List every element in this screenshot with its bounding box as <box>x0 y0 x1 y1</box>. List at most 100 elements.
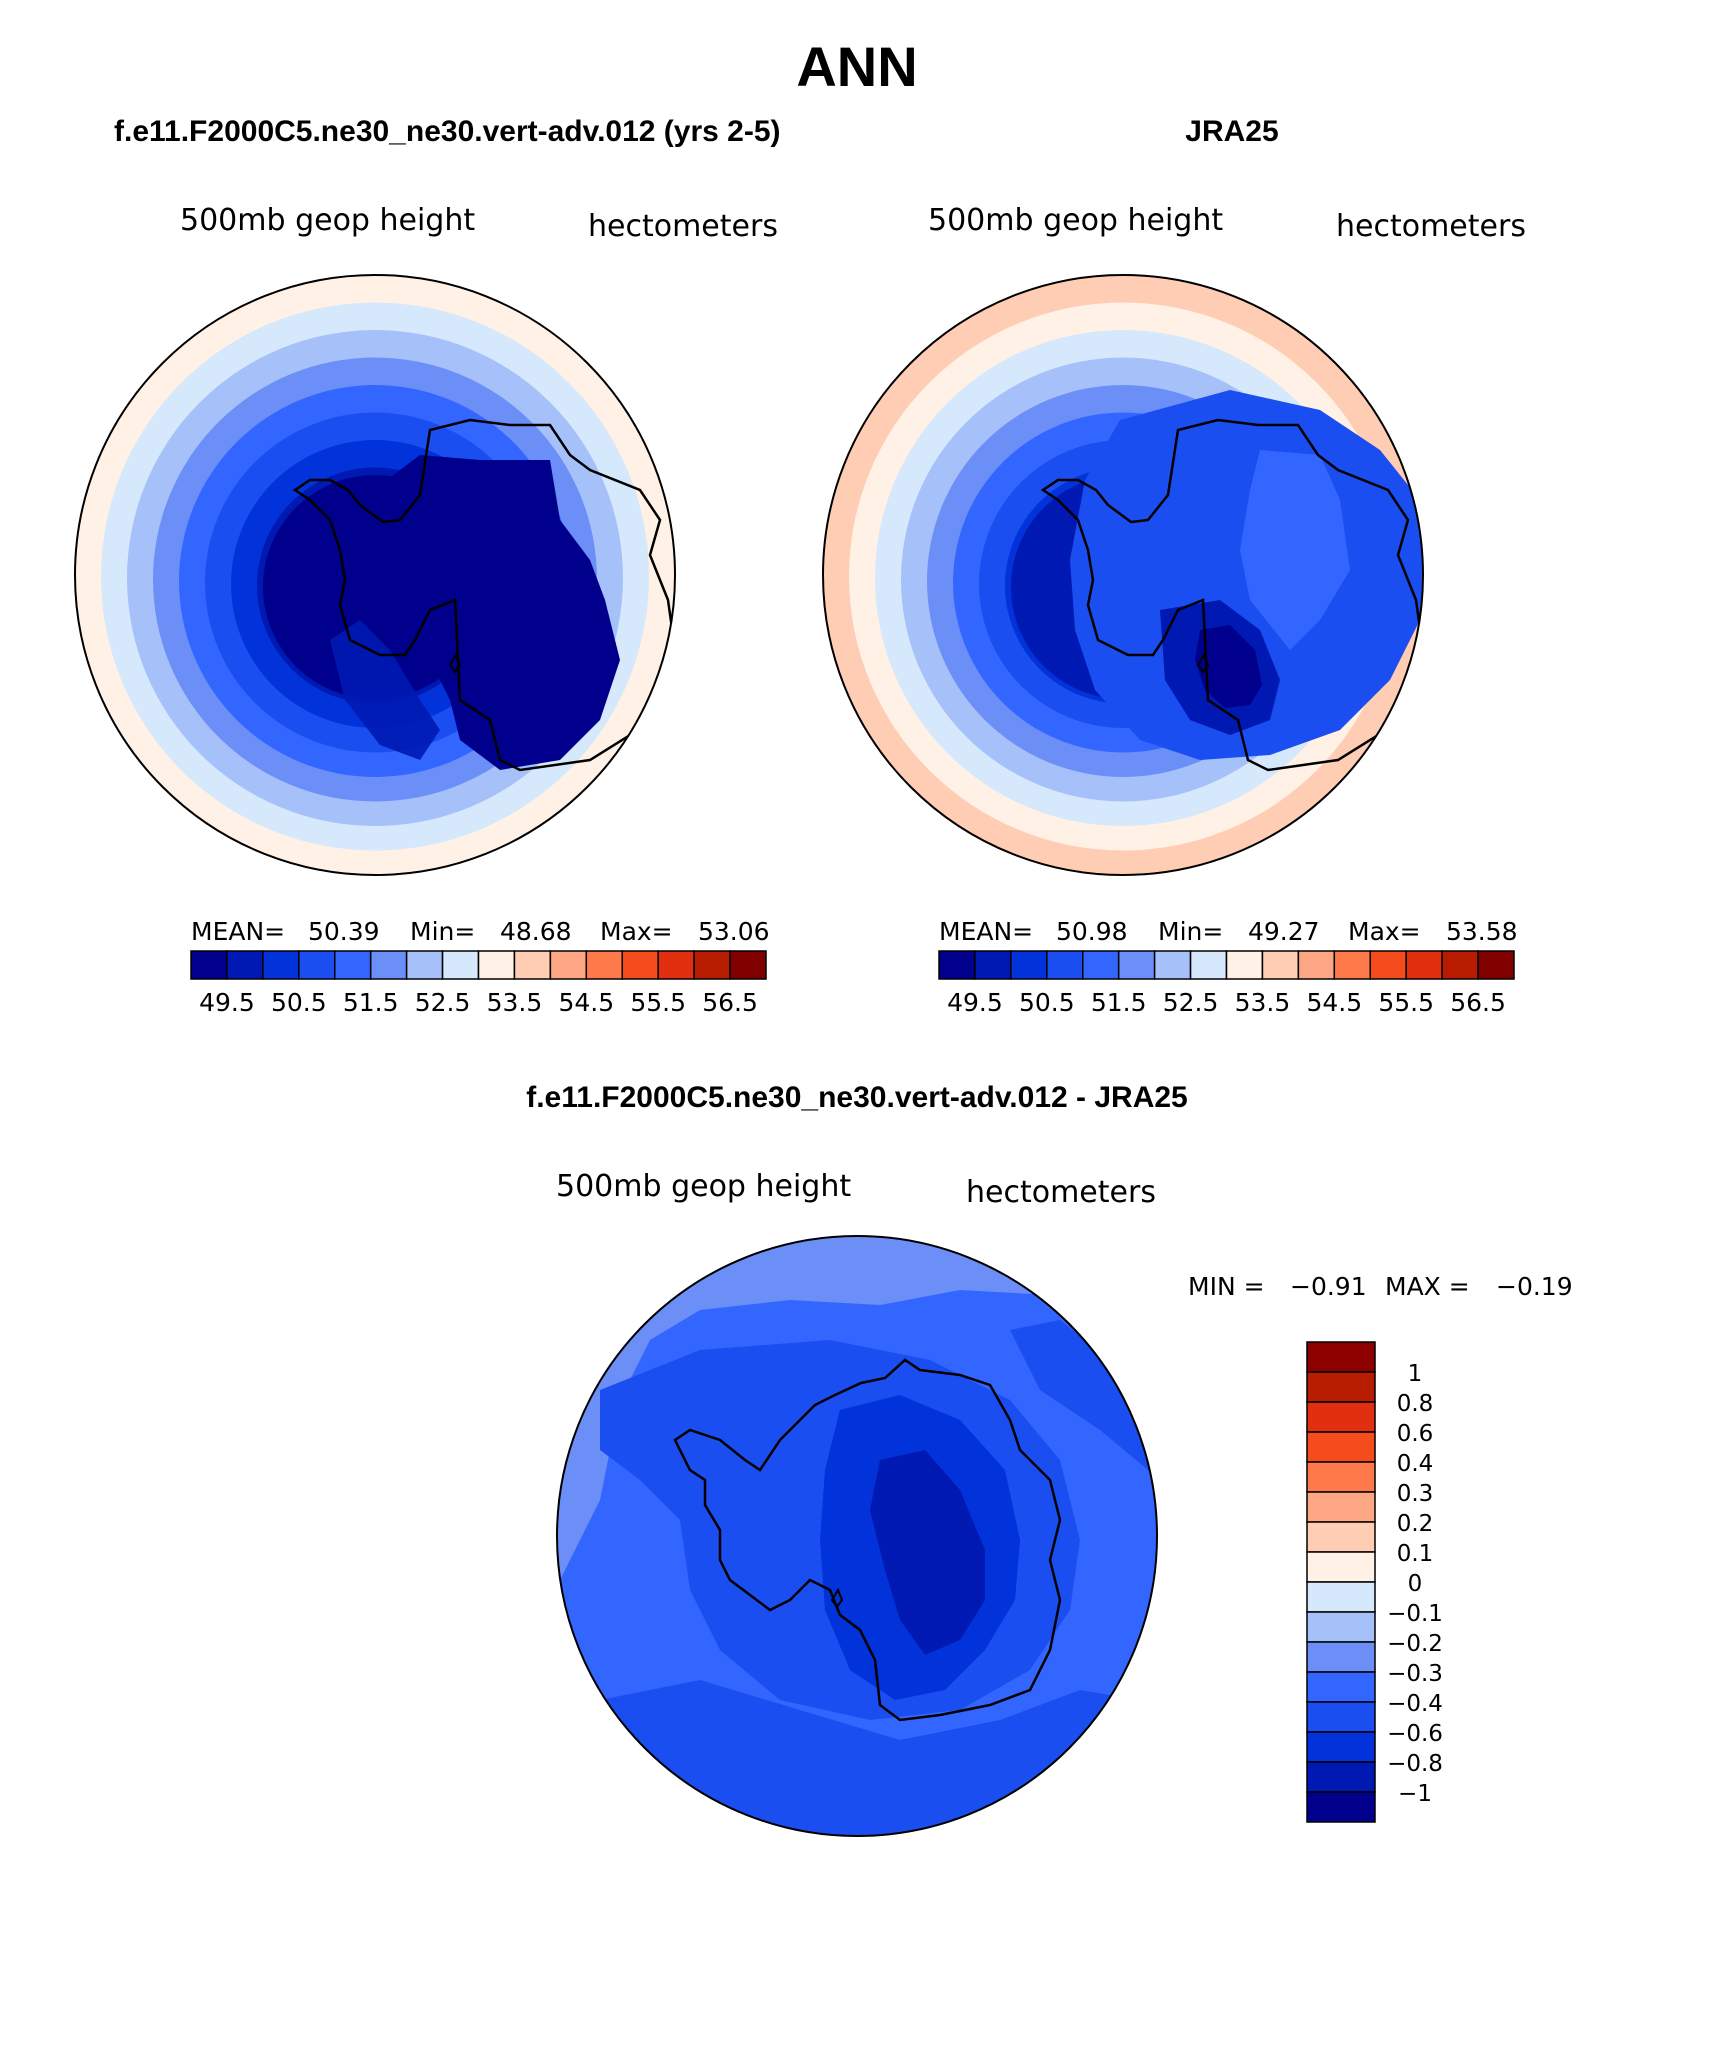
panel-obs-title: JRA25 <box>1185 115 1278 148</box>
panel-diff-variable-label: 500mb geop height <box>556 1169 851 1204</box>
panel-obs-colorbar-tick-label: 52.5 <box>1163 988 1219 1017</box>
panel-diff-colorbar-box <box>1306 1641 1376 1673</box>
page-title: ANN <box>796 35 917 98</box>
panel-obs-map-border <box>822 274 1424 876</box>
panel-model-map <box>75 275 675 875</box>
panel-model-colorbar-box <box>513 950 552 980</box>
panel-diff-colorbar-tick-label: 0.4 <box>1397 1451 1434 1477</box>
panel-model-colorbar-box <box>657 950 695 980</box>
panel-obs-map <box>823 275 1423 875</box>
panel-diff-colorbar-box <box>1306 1611 1376 1643</box>
panel-model-max-value: 53.06 <box>698 917 770 946</box>
panel-diff-colorbar-tick-label: −0.1 <box>1387 1601 1443 1627</box>
panel-model-colorbar-box <box>405 950 444 980</box>
panel-obs-colorbar-tick-label: 50.5 <box>1019 988 1075 1017</box>
panel-obs-region-plateau <box>1240 450 1350 650</box>
panel-obs-max-label: Max= <box>1348 917 1421 946</box>
panel-diff: f.e11.F2000C5.ne30_ne30.vert-adv.012 - J… <box>526 1081 1573 1837</box>
panel-obs-colorbar-box <box>1225 950 1264 980</box>
panel-diff-title: f.e11.F2000C5.ne30_ne30.vert-adv.012 - J… <box>526 1081 1188 1114</box>
panel-obs-colorbar-tick-label: 53.5 <box>1235 988 1291 1017</box>
panel-model-colorbar-box <box>621 950 659 980</box>
panel-model-colorbar-tick-label: 50.5 <box>271 988 327 1017</box>
panel-model-colorbar-tick-label: 52.5 <box>415 988 471 1017</box>
panel-diff-min-label: MIN = <box>1188 1272 1265 1301</box>
panel-diff-region-east-band <box>1010 1320 1157 1480</box>
panel-obs-antarctica-coastline <box>1040 418 1423 772</box>
panel-obs-colorbar-tick-label: 55.5 <box>1378 988 1434 1017</box>
panel-diff-colorbar-tick-label: 0.2 <box>1397 1511 1434 1537</box>
panel-model-max-label: Max= <box>600 917 673 946</box>
panel-model-colorbar-box <box>477 950 516 980</box>
panel-obs-units-label: hectometers <box>1336 209 1526 244</box>
panel-obs-colorbar-box <box>1117 950 1156 980</box>
panel-model-colorbar-box <box>334 950 372 980</box>
panel-diff-colorbar-box <box>1306 1671 1376 1703</box>
panel-diff-map <box>557 1236 1157 1836</box>
panel-diff-colorbar-tick-label: −1 <box>1398 1781 1432 1807</box>
panel-diff-units-label: hectometers <box>966 1175 1156 1210</box>
panel-obs-colorbar-box <box>1441 950 1479 980</box>
panel-diff-colorbar-tick-label: 0.8 <box>1397 1391 1434 1417</box>
panel-model-colorbar: 49.5 50.5 51.5 52.5 53.5 54.5 55.5 56.5 <box>190 950 767 1017</box>
panel-obs-colorbar-box <box>1153 950 1192 980</box>
panel-diff-colorbar-box <box>1306 1731 1376 1763</box>
panel-obs-mean-label: MEAN= <box>939 917 1033 946</box>
panel-model-colorbar-tick-label: 56.5 <box>702 988 758 1017</box>
panel-obs-colorbar-tick-label: 56.5 <box>1450 988 1506 1017</box>
panel-obs-colorbar-tick-label: 54.5 <box>1306 988 1362 1017</box>
panel-obs-colorbar-box <box>1046 950 1084 980</box>
panel-obs-colorbar-tick-label: 49.5 <box>947 988 1003 1017</box>
panel-diff-colorbar-tick-label: −0.3 <box>1387 1661 1443 1687</box>
panel-diff-max-label: MAX = <box>1385 1272 1470 1301</box>
panel-model-colorbar-tick-label: 49.5 <box>199 988 255 1017</box>
panel-obs-colorbar-box <box>1189 950 1228 980</box>
panel-model-title: f.e11.F2000C5.ne30_ne30.vert-adv.012 (yr… <box>114 115 781 148</box>
panel-obs-colorbar-box <box>1261 950 1300 980</box>
panel-obs-mean-value: 50.98 <box>1056 917 1128 946</box>
panel-obs-colorbar: 49.5 50.5 51.5 52.5 53.5 54.5 55.5 56.5 <box>938 950 1515 1017</box>
panel-model-min-value: 48.68 <box>500 917 572 946</box>
panel-obs-colorbar-box <box>1369 950 1407 980</box>
panel-diff-region-minimum <box>870 1450 985 1655</box>
panel-diff-colorbar-box <box>1306 1581 1376 1613</box>
panel-obs-colorbar-box <box>1405 950 1443 980</box>
panel-diff-colorbar-box <box>1306 1431 1376 1463</box>
panel-diff-colorbar-tick-label: −0.2 <box>1387 1631 1443 1657</box>
panel-diff-colorbar-box <box>1306 1701 1376 1733</box>
panel-diff-colorbar: 1 0.8 0.6 0.4 0.3 0.2 0.1 0 −0.1 −0.2 −0.3 −0.4 −0.6… <box>1306 1341 1443 1823</box>
panel-obs-max-value: 53.58 <box>1446 917 1518 946</box>
panel-diff-colorbar-tick-label: −0.6 <box>1387 1721 1443 1747</box>
panel-diff-colorbar-tick-label: −0.8 <box>1387 1751 1443 1777</box>
panel-model-colorbar-box <box>585 950 623 980</box>
panel-model-mean-value: 50.39 <box>308 917 380 946</box>
panel-model-colorbar-box <box>729 950 767 980</box>
panel-obs-variable-label: 500mb geop height <box>928 203 1223 238</box>
panel-diff-colorbar-box <box>1306 1551 1376 1583</box>
panel-diff-min-value: −0.91 <box>1290 1272 1367 1301</box>
panel-obs-min-label: Min= <box>1158 917 1223 946</box>
panel-model-colorbar-box <box>369 950 408 980</box>
panel-model-colorbar-box <box>190 950 228 980</box>
panel-model-map-border <box>74 274 676 876</box>
panel-diff-colorbar-box <box>1306 1791 1376 1823</box>
panel-diff-island <box>830 1587 844 1609</box>
panel-diff-colorbar-box <box>1306 1491 1376 1523</box>
panel-diff-colorbar-tick-label: −0.4 <box>1387 1691 1443 1717</box>
panel-diff-colorbar-tick-label: 1 <box>1408 1361 1423 1387</box>
panel-obs-colorbar-box <box>1082 950 1120 980</box>
panel-model: f.e11.F2000C5.ne30_ne30.vert-adv.012 (yr… <box>74 115 781 1017</box>
panel-model-region-plateau <box>360 455 620 770</box>
panel-model-colorbar-box <box>262 950 300 980</box>
panel-obs-colorbar-box <box>974 950 1012 980</box>
panel-diff-colorbar-box <box>1306 1371 1376 1403</box>
panel-obs-island <box>1196 652 1210 674</box>
panel-model-colorbar-box <box>226 950 264 980</box>
panel-model-island <box>448 652 462 674</box>
panel-obs-colorbar-tick-label: 51.5 <box>1091 988 1147 1017</box>
panel-diff-colorbar-box <box>1306 1401 1376 1433</box>
panel-diff-colorbar-tick-label: 0.1 <box>1397 1541 1434 1567</box>
panel-obs-colorbar-box <box>1333 950 1371 980</box>
panel-model-colorbar-tick-label: 54.5 <box>558 988 614 1017</box>
